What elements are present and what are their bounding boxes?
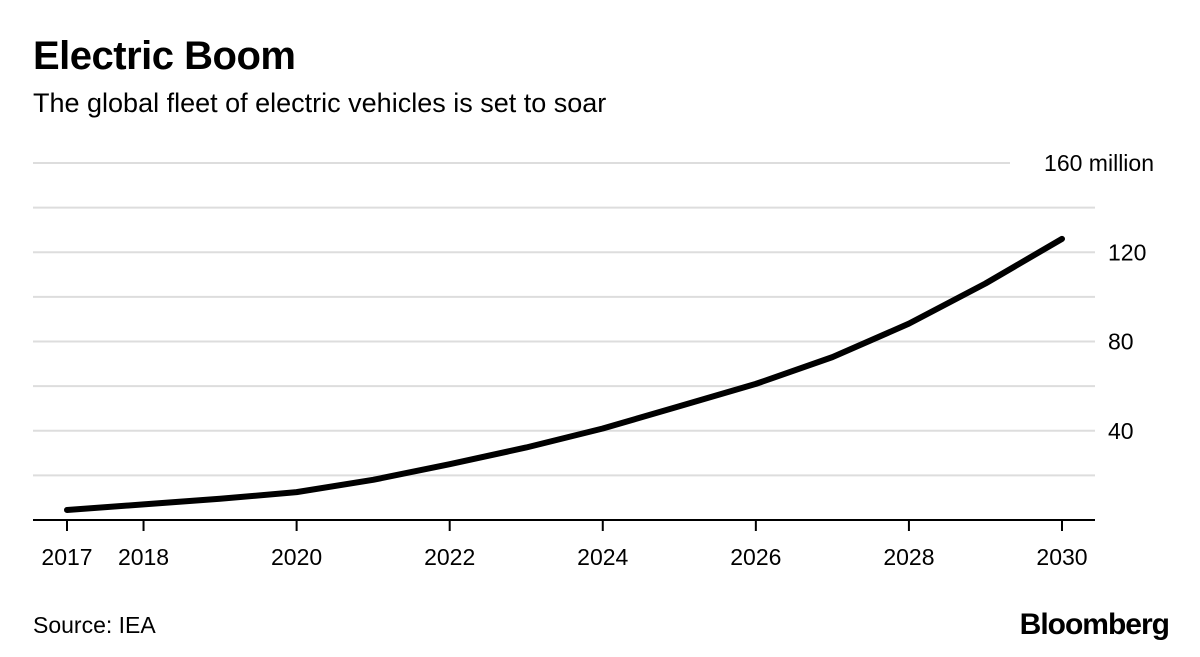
x-tick-label: 2018 xyxy=(118,544,169,570)
x-tick-label: 2020 xyxy=(271,544,322,570)
y-tick-label: 80 xyxy=(1108,329,1134,355)
x-tick-label: 2030 xyxy=(1036,544,1087,570)
x-tick-label: 2017 xyxy=(41,544,92,570)
y-tick-label: 40 xyxy=(1108,418,1134,444)
y-tick-label: 160 million xyxy=(1044,150,1154,176)
chart-subtitle: The global fleet of electric vehicles is… xyxy=(33,88,607,118)
bloomberg-logo: Bloomberg xyxy=(1019,608,1170,641)
source-note: Source: IEA xyxy=(33,612,156,638)
series-line xyxy=(64,235,1065,513)
x-tick-label: 2024 xyxy=(577,544,628,570)
x-tick-label: 2028 xyxy=(883,544,934,570)
chart-title: Electric Boom xyxy=(33,34,296,78)
x-tick-label: 2026 xyxy=(730,544,781,570)
x-tick-label: 2022 xyxy=(424,544,475,570)
y-tick-label: 120 xyxy=(1108,239,1146,265)
